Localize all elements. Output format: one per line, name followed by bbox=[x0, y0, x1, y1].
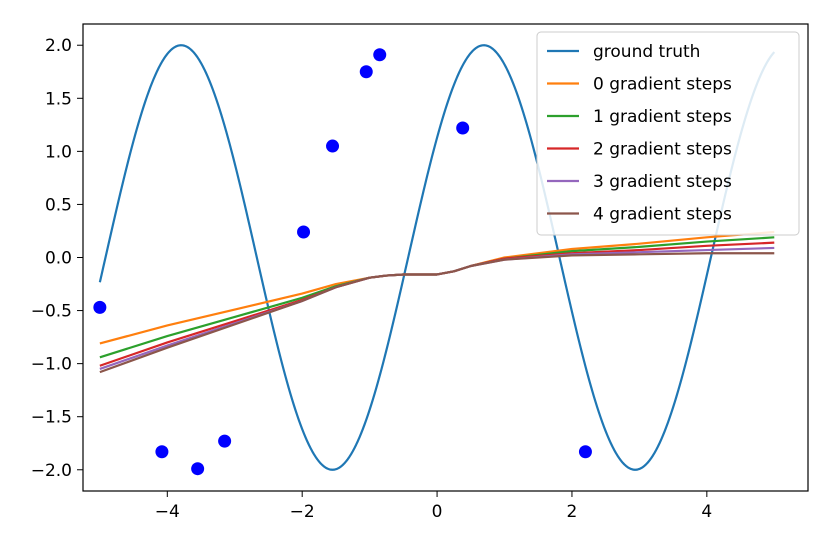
legend-box bbox=[536, 31, 800, 236]
y-tick-label: 0.5 bbox=[45, 195, 72, 215]
sample-point bbox=[191, 462, 205, 476]
legend-label: 3 gradient steps bbox=[593, 172, 732, 192]
x-tick-label: −2 bbox=[290, 502, 315, 522]
sample-points bbox=[93, 48, 592, 476]
sample-point bbox=[297, 225, 311, 239]
sample-point bbox=[218, 434, 232, 448]
legend-label: 0 gradient steps bbox=[593, 75, 732, 95]
y-tick-label: −2.0 bbox=[31, 461, 72, 481]
y-axis-ticks: −2.0 −1.5 −1.0 −0.5 0.0 0.5 1.0 1.5 2.0 bbox=[31, 36, 83, 481]
x-axis-ticks: −4 −2 0 2 4 bbox=[155, 491, 712, 522]
legend-label: 4 gradient steps bbox=[593, 205, 732, 225]
series-line-3 bbox=[99, 241, 775, 367]
sample-point bbox=[578, 445, 592, 459]
y-tick-label: 1.5 bbox=[45, 89, 72, 109]
sample-point bbox=[155, 445, 169, 459]
x-tick-label: 2 bbox=[567, 502, 578, 522]
y-tick-label: −0.5 bbox=[31, 302, 72, 322]
sample-point bbox=[359, 65, 373, 79]
sample-point bbox=[456, 121, 470, 135]
sample-point bbox=[93, 300, 107, 314]
y-tick-label: 0.0 bbox=[45, 249, 72, 269]
sample-point bbox=[326, 139, 340, 153]
series-line-4 bbox=[99, 246, 775, 370]
plot-area bbox=[93, 44, 776, 476]
legend-label: 1 gradient steps bbox=[593, 107, 732, 127]
series-line-5 bbox=[99, 252, 775, 374]
y-tick-label: 1.0 bbox=[45, 142, 72, 162]
x-tick-label: 4 bbox=[701, 502, 712, 522]
x-tick-label: −4 bbox=[155, 502, 180, 522]
series-lines bbox=[98, 44, 776, 471]
y-tick-label: 2.0 bbox=[45, 36, 72, 56]
series-line-0 bbox=[98, 44, 776, 471]
sample-point bbox=[373, 48, 387, 62]
x-tick-label: 0 bbox=[432, 502, 443, 522]
y-tick-label: −1.0 bbox=[31, 355, 72, 375]
series-line-2 bbox=[99, 236, 775, 359]
legend: ground truth 0 gradient steps 1 gradient s… bbox=[536, 31, 800, 236]
legend-label: ground truth bbox=[593, 42, 700, 62]
y-tick-label: −1.5 bbox=[31, 408, 72, 428]
legend-label: 2 gradient steps bbox=[593, 140, 732, 160]
